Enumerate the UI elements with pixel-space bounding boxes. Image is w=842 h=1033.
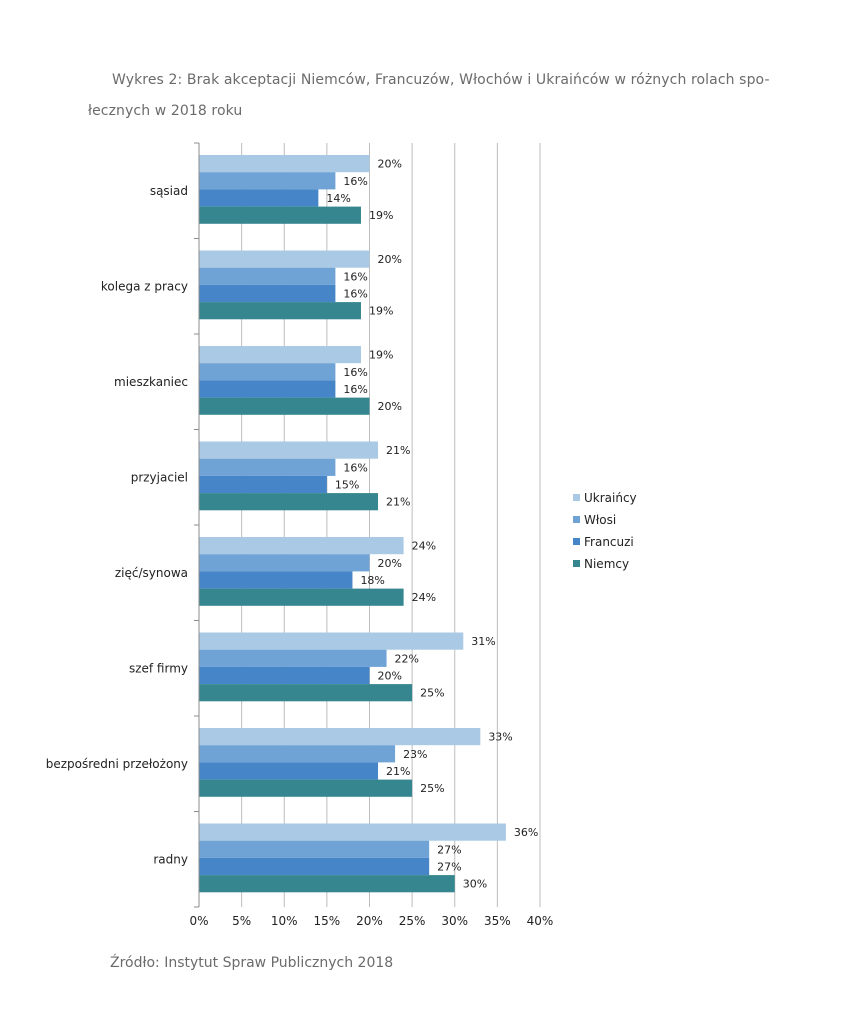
legend-swatch [573,560,580,567]
x-tick-label: 40% [527,914,554,928]
data-label: 24% [412,591,436,604]
data-label: 19% [369,349,393,362]
category-label: sąsiad [150,184,188,198]
data-label: 33% [488,731,512,744]
category-label: kolega z pracy [101,279,188,293]
bar [199,346,361,364]
bar [199,537,404,555]
bar [199,649,387,667]
data-label: 20% [378,253,402,266]
bar [199,571,353,589]
bar [199,684,413,702]
axes: 0% 5% 10% 15% 20% 25% 30% 35% 40% sąsiad kolega z … [46,142,554,928]
x-tick-label: 5% [232,914,251,928]
data-label: 18% [360,574,384,587]
data-label: 19% [369,305,393,318]
legend-label: Francuzi [584,535,634,549]
data-label: 25% [420,687,444,700]
data-label: 15% [335,479,359,492]
bar [199,172,336,190]
x-tick-label: 0% [189,914,208,928]
data-label: 36% [514,826,538,839]
bar [199,875,455,893]
data-label: 22% [395,652,419,665]
legend-label: Niemcy [584,557,629,571]
bar [199,857,430,876]
bar [199,363,336,381]
data-label: 14% [326,192,350,205]
x-tick-label: 10% [271,914,298,928]
bar [199,823,506,841]
data-label: 24% [412,540,436,553]
category-label: mieszkaniec [114,375,188,389]
data-label: 16% [343,461,367,474]
x-tick-label: 30% [441,914,468,928]
data-label: 25% [420,782,444,795]
data-label: 21% [386,444,410,457]
legend: Ukraińcy Włosi Francuzi Niemcy [573,491,637,571]
category-label: zięć/synowa [115,566,188,580]
bar [199,380,336,398]
source-note: Źródło: Instytut Spraw Publicznych 2018 [110,955,394,971]
data-label: 16% [343,288,367,301]
legend-swatch [573,516,580,523]
x-tick-label: 20% [356,914,383,928]
legend-label: Włosi [584,513,616,527]
bar [199,189,319,207]
data-label: 27% [437,861,461,874]
bar [199,779,413,797]
bar [199,206,361,224]
data-label: 23% [403,748,427,761]
data-label: 21% [386,496,410,509]
data-label: 20% [378,400,402,413]
bar [199,475,327,494]
x-tick-label: 25% [399,914,426,928]
bar [199,250,370,268]
data-label: 20% [378,557,402,570]
bar [199,588,404,606]
data-label: 20% [378,158,402,171]
bar [199,554,370,572]
category-label: radny [153,852,188,866]
data-label: 20% [378,670,402,683]
chart-title-line-2: łecznych w 2018 roku [88,103,243,119]
data-label: 16% [343,383,367,396]
bar [199,666,370,685]
category-label: przyjaciel [131,470,188,484]
bar [199,284,336,303]
data-label: 16% [343,270,367,283]
x-tick-label: 15% [314,914,341,928]
bar [199,840,430,858]
bar [199,155,370,173]
bar [199,458,336,476]
category-label: bezpośredni przełożony [46,757,188,771]
chart-title-line-1: Wykres 2: Brak akceptacji Niemców, Franc… [112,72,770,88]
data-label: 21% [386,765,410,778]
bar [199,397,370,415]
bar [199,762,379,780]
x-tick-label: 35% [484,914,511,928]
data-label: 27% [437,843,461,856]
legend-swatch [573,494,580,501]
bar [199,493,379,511]
bar [199,302,361,320]
category-label: szef firmy [129,661,188,675]
bar-series: 20%16%14%19%20%16%16%19%19%16%16%20%21%1… [199,155,538,893]
data-label: 31% [471,635,495,648]
data-label: 30% [463,878,487,891]
legend-swatch [573,538,580,545]
data-label: 16% [343,366,367,379]
bar [199,267,336,285]
bar [199,632,464,650]
data-label: 16% [343,175,367,188]
bar [199,745,396,763]
data-label: 19% [369,209,393,222]
bar [199,728,481,746]
bar [199,441,379,459]
legend-label: Ukraińcy [584,491,637,505]
